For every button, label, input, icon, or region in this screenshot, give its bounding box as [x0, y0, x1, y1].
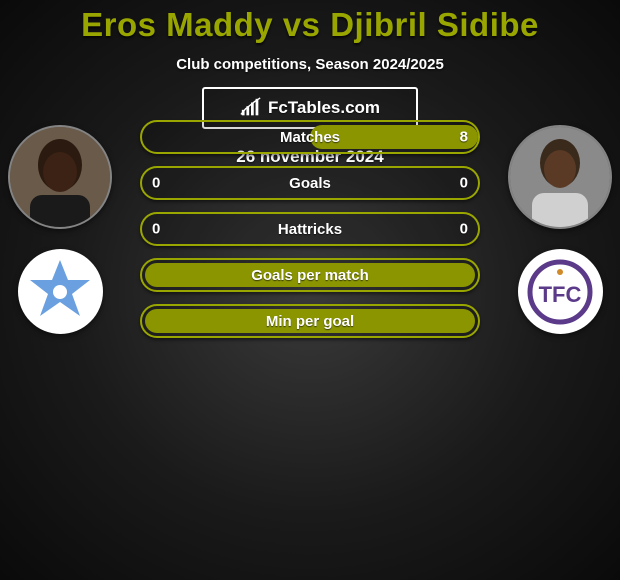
- stat-value-right: 8: [460, 129, 468, 146]
- player-left-avatar: [8, 125, 112, 229]
- silhouette-icon: [10, 127, 110, 227]
- stat-value-left: 0: [152, 221, 160, 238]
- right-side-column: TFC: [508, 125, 612, 334]
- crest-right-icon: TFC: [520, 252, 600, 332]
- crest-left-icon: [20, 252, 100, 332]
- club-left-crest: [18, 249, 103, 334]
- stat-label: Min per goal: [266, 313, 354, 330]
- stat-value-right: 0: [460, 221, 468, 238]
- stats-bars: Matches 8 Goals 0 0 Hattricks 0 0 Goals per matc…: [140, 120, 480, 338]
- svg-text:TFC: TFC: [539, 282, 582, 307]
- stat-bar: Goals 0 0: [140, 166, 480, 200]
- stat-value-left: 0: [152, 175, 160, 192]
- stat-bar: Goals per match: [140, 258, 480, 292]
- stat-label: Matches: [280, 129, 340, 146]
- stat-bar: Hattricks 0 0: [140, 212, 480, 246]
- stat-value-right: 0: [460, 175, 468, 192]
- page-title: Eros Maddy vs Djibril Sidibe: [0, 6, 620, 44]
- content-root: Eros Maddy vs Djibril Sidibe Club compet…: [0, 0, 620, 167]
- player-right-avatar: [508, 125, 612, 229]
- club-right-crest: TFC: [518, 249, 603, 334]
- bar-chart-icon: [240, 97, 262, 119]
- left-side-column: [8, 125, 112, 334]
- silhouette-icon: [510, 127, 610, 227]
- stat-bar: Matches 8: [140, 120, 480, 154]
- brand-text: FcTables.com: [268, 98, 380, 118]
- stat-bar: Min per goal: [140, 304, 480, 338]
- stat-label: Hattricks: [278, 221, 342, 238]
- stat-label: Goals per match: [251, 267, 369, 284]
- stat-label: Goals: [289, 175, 331, 192]
- subtitle: Club competitions, Season 2024/2025: [0, 56, 620, 73]
